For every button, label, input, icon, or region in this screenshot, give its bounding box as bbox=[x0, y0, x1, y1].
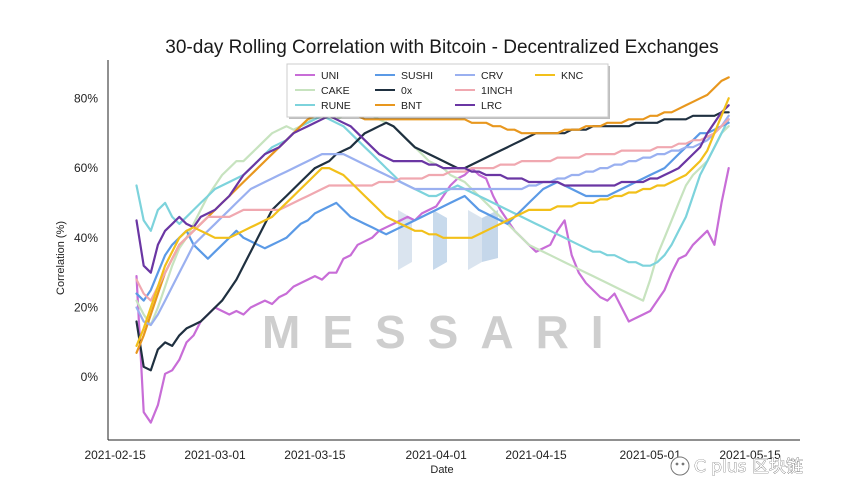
x-tick-label: 2021-05-15 bbox=[719, 448, 781, 462]
legend-item: LRC bbox=[455, 100, 502, 112]
legend-item: BNT bbox=[375, 100, 423, 112]
x-tick-label: 2021-05-01 bbox=[619, 448, 681, 462]
y-tick-label: 40% bbox=[74, 231, 98, 245]
legend-label: 0x bbox=[401, 85, 413, 97]
series-line-knc bbox=[135, 97, 730, 347]
x-tick-labels: 2021-02-15 2021-03-01 2021-03-15 2021-04-01… bbox=[84, 448, 781, 462]
x-axis-title: Date bbox=[430, 464, 453, 476]
chart-title: 30-day Rolling Correlation with Bitcoin … bbox=[165, 37, 718, 58]
legend-label: CAKE bbox=[321, 85, 350, 97]
legend-item: 0x bbox=[375, 85, 413, 97]
y-tick-label: 0% bbox=[81, 370, 99, 384]
legend-item: SUSHI bbox=[375, 70, 433, 82]
x-tick-label: 2021-04-15 bbox=[505, 448, 567, 462]
legend-label: RUNE bbox=[321, 100, 351, 112]
y-tick-label: 80% bbox=[74, 91, 98, 105]
series-line-lrc bbox=[135, 104, 730, 274]
series-line-bnt bbox=[135, 76, 730, 354]
messari-logo-icon bbox=[398, 210, 498, 270]
x-tick-label: 2021-04-01 bbox=[405, 448, 467, 462]
watermark-text: MESSARI bbox=[262, 306, 626, 358]
legend-label: SUSHI bbox=[401, 70, 433, 82]
series-line-rune bbox=[135, 114, 730, 267]
legend-item: RUNE bbox=[295, 100, 351, 112]
legend: UNI CAKE RUNE SUSHI 0x BNT CRV 1INCH LRC KNC bbox=[286, 63, 610, 119]
series-line-crv bbox=[135, 114, 730, 327]
series-line-cake bbox=[135, 107, 730, 327]
y-tick-label: 60% bbox=[74, 161, 98, 175]
legend-item: UNI bbox=[295, 70, 339, 82]
watermark: MESSARI bbox=[262, 210, 626, 358]
series-lines bbox=[135, 76, 730, 424]
x-tick-label: 2021-03-15 bbox=[284, 448, 346, 462]
x-tick-label: 2021-02-15 bbox=[84, 448, 146, 462]
series-line-1inch bbox=[135, 118, 730, 302]
legend-box bbox=[286, 63, 609, 118]
legend-item: CRV bbox=[455, 70, 503, 82]
y-tick-labels: 0% 20% 40% 60% 80% bbox=[74, 91, 98, 384]
legend-label: CRV bbox=[481, 70, 503, 82]
series-line-uni bbox=[135, 167, 730, 424]
legend-label: BNT bbox=[401, 100, 423, 112]
legend-label: KNC bbox=[561, 70, 584, 82]
legend-label: UNI bbox=[321, 70, 339, 82]
credit-text: C plus 区块链 bbox=[694, 457, 803, 477]
legend-item: 1INCH bbox=[455, 85, 513, 97]
credit-overlay: C plus 区块链 bbox=[670, 456, 803, 477]
legend-item: KNC bbox=[535, 70, 584, 82]
series-line-sushi bbox=[135, 121, 730, 302]
legend-label: 1INCH bbox=[481, 85, 513, 97]
y-axis-title: Correlation (%) bbox=[55, 221, 67, 295]
series-line-0x bbox=[135, 111, 730, 372]
legend-item: CAKE bbox=[295, 85, 350, 97]
y-tick-label: 20% bbox=[74, 301, 98, 315]
legend-label: LRC bbox=[481, 100, 502, 112]
x-tick-label: 2021-03-01 bbox=[184, 448, 246, 462]
wechat-icon bbox=[670, 456, 690, 476]
